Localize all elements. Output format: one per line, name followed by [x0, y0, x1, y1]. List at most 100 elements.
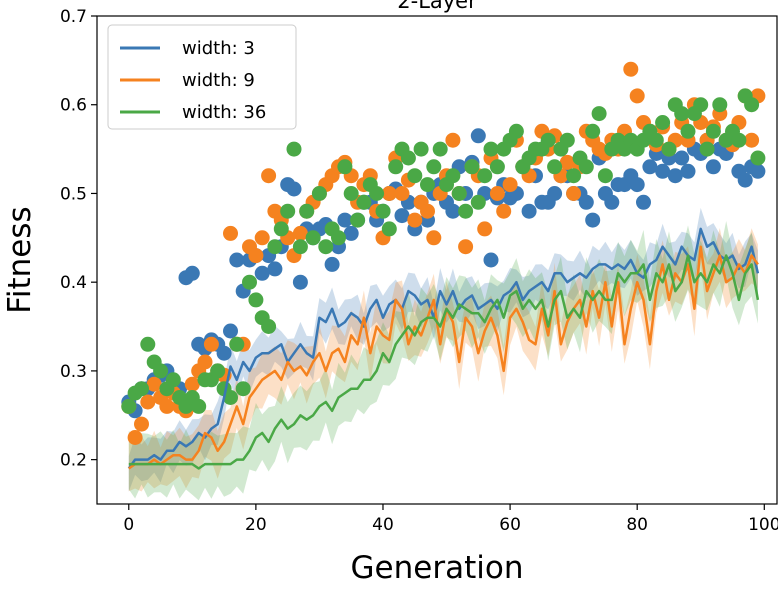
scatter-point-series-2 — [413, 141, 429, 157]
scatter-point-series-2 — [121, 398, 137, 414]
scatter-point-series-2 — [585, 123, 601, 139]
scatter-point-series-1 — [559, 154, 575, 170]
scatter-point-series-1 — [197, 354, 213, 370]
scatter-point-series-0 — [267, 261, 283, 277]
scatter-point-series-2 — [134, 381, 149, 397]
band-series-0 — [128, 207, 758, 492]
scatter-point-series-0 — [254, 265, 270, 281]
scatter-point-series-2 — [235, 381, 251, 397]
scatter-point-series-2 — [648, 132, 664, 148]
scatter-point-series-2 — [407, 168, 423, 184]
scatter-point-series-2 — [248, 292, 264, 308]
scatter-point-series-0 — [337, 212, 353, 228]
scatter-point-series-1 — [407, 212, 423, 228]
scatter-point-series-2 — [400, 150, 416, 166]
scatter-point-series-1 — [261, 168, 277, 184]
scatter-point-series-2 — [286, 141, 302, 157]
scatter-point-series-0 — [470, 128, 486, 144]
y-tick-label: 0.5 — [60, 184, 87, 204]
scatter-points — [121, 61, 766, 445]
scatter-point-series-2 — [299, 203, 315, 219]
scatter-point-series-2 — [597, 168, 613, 184]
scatter-point-series-2 — [489, 159, 505, 175]
scatter-point-series-0 — [680, 163, 696, 179]
scatter-point-series-2 — [744, 97, 760, 113]
scatter-point-series-1 — [445, 132, 461, 148]
scatter-point-series-2 — [578, 159, 594, 175]
scatter-point-series-1 — [629, 88, 645, 104]
x-axis: 0 20 40 60 80 100 — [123, 504, 778, 535]
scatter-point-series-2 — [191, 398, 207, 414]
scatter-point-series-0 — [585, 212, 601, 228]
x-tick-label: 80 — [626, 515, 648, 535]
scatter-point-series-0 — [216, 345, 232, 361]
scatter-point-series-0 — [223, 323, 238, 339]
scatter-point-series-2 — [655, 115, 671, 130]
scatter-point-series-1 — [159, 398, 175, 414]
scatter-point-series-2 — [426, 159, 442, 175]
scatter-point-series-2 — [451, 186, 467, 201]
line-series-1 — [128, 245, 759, 470]
scatter-point-series-1 — [292, 225, 308, 241]
x-tick-label: 100 — [748, 515, 778, 535]
scatter-point-series-2 — [369, 186, 385, 201]
scatter-point-series-1 — [426, 230, 442, 246]
scatter-point-series-2 — [591, 106, 607, 122]
x-tick-label: 60 — [499, 515, 521, 535]
scatter-point-series-2 — [165, 372, 181, 388]
scatter-point-series-2 — [273, 221, 289, 237]
scatter-point-series-0 — [674, 150, 690, 166]
x-axis-label: Generation — [351, 550, 524, 586]
scatter-point-series-2 — [356, 194, 372, 210]
scatter-point-series-2 — [140, 336, 156, 352]
scatter-point-series-2 — [318, 239, 334, 255]
scatter-point-series-0 — [636, 194, 651, 210]
scatter-point-series-0 — [229, 252, 245, 268]
scatter-point-series-1 — [134, 416, 149, 432]
scatter-point-series-2 — [508, 123, 524, 139]
chart-title: 2-Layer — [397, 0, 477, 13]
mean-lines — [127, 227, 760, 470]
scatter-point-series-2 — [267, 239, 283, 255]
scatter-point-series-0 — [604, 194, 620, 210]
scatter-point-series-2 — [566, 168, 582, 184]
legend: width: 3 width: 9 width: 36 — [107, 24, 297, 130]
scatter-point-series-2 — [292, 239, 308, 255]
scatter-point-series-2 — [464, 159, 480, 175]
scatter-point-series-0 — [578, 194, 594, 210]
scatter-point-series-2 — [337, 159, 353, 175]
scatter-point-series-2 — [381, 221, 397, 237]
scatter-point-series-0 — [547, 186, 563, 201]
scatter-point-series-0 — [292, 274, 308, 290]
scatter-point-series-2 — [261, 319, 277, 334]
scatter-point-series-2 — [559, 132, 575, 148]
scatter-point-series-2 — [305, 230, 321, 246]
scatter-point-series-2 — [674, 106, 690, 122]
scatter-point-series-2 — [153, 363, 169, 379]
scatter-point-series-2 — [229, 336, 245, 352]
scatter-point-series-1 — [394, 186, 410, 201]
scatter-point-series-1 — [502, 177, 518, 193]
scatter-point-series-1 — [477, 221, 493, 237]
scatter-point-series-1 — [184, 376, 200, 392]
scatter-point-series-1 — [127, 430, 143, 445]
scatter-point-series-0 — [445, 203, 461, 219]
scatter-point-series-1 — [146, 376, 162, 392]
y-tick-label: 0.6 — [60, 96, 87, 116]
y-tick-label: 0.7 — [60, 7, 87, 27]
scatter-point-series-2 — [432, 141, 448, 157]
scatter-point-series-1 — [623, 61, 639, 77]
scatter-point-series-0 — [655, 163, 671, 179]
scatter-point-series-0 — [483, 252, 499, 268]
scatter-point-series-1 — [140, 394, 156, 410]
scatter-point-series-2 — [680, 123, 696, 139]
y-tick-label: 0.4 — [60, 273, 87, 293]
scatter-point-series-2 — [731, 132, 747, 148]
band-series-2 — [128, 221, 758, 501]
scatter-point-series-1 — [489, 186, 505, 201]
legend-label-width-36: width: 36 — [182, 102, 266, 123]
scatter-point-series-0 — [394, 208, 410, 224]
scatter-point-series-1 — [203, 336, 219, 352]
scatter-point-series-0 — [324, 256, 340, 272]
